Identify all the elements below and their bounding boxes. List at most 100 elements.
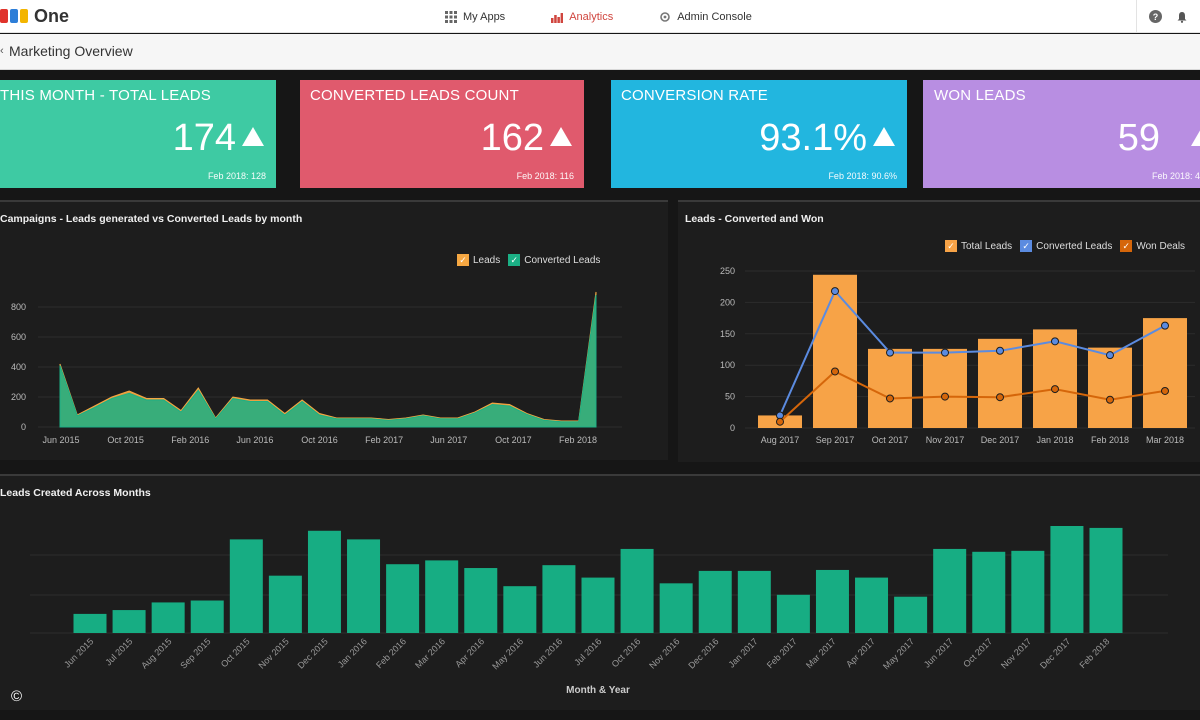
y-tick-label: 0 [730,423,735,433]
grid-icon [445,10,457,23]
kpi-value: 162 [480,117,544,159]
x-tick-label: Jun 2015 [62,636,95,669]
x-tick-label: Jan 2017 [726,636,759,669]
kpi-conversion-rate[interactable]: CONVERSION RATE 93.1% Feb 2018: 90.6% [611,80,907,188]
bar-leads-created [698,570,732,633]
page-title: Marketing Overview [9,43,133,59]
x-tick-label: Jul 2015 [103,636,134,667]
x-tick-label: Apr 2017 [844,636,877,669]
x-tick-label: Jun 2017 [430,435,467,445]
x-tick-label: May 2016 [490,636,525,671]
legend-item-converted-leads[interactable]: ✓ Converted Leads [508,254,600,266]
bar-total-leads [1088,347,1132,428]
bar-total-leads [923,348,967,428]
top-nav: My Apps Analytics Admin Console [445,0,798,33]
bar-leads-created [620,548,654,633]
campaigns-legend: ✓ Leads ✓ Converted Leads [457,254,608,266]
x-tick-label: Mar 2017 [804,636,838,670]
bar-leads-created [425,560,459,633]
up-arrow-icon [873,127,895,146]
panel-divider [0,474,1200,476]
panel-divider [0,200,668,202]
checkbox-icon: ✓ [945,240,957,252]
x-tick-label: Jan 2018 [1036,435,1073,445]
kpi-converted-leads[interactable]: CONVERTED LEADS COUNT 162 Feb 2018: 116 [300,80,584,188]
bar-leads-created [190,600,224,633]
kpi-value: 59 [1117,117,1160,159]
bar-leads-created [815,569,849,633]
nav-my-apps-label: My Apps [463,10,506,23]
point-won-deals [1051,385,1059,394]
bar-leads-created [581,577,615,633]
bar-leads-created [855,577,889,633]
legend-item-converted-leads[interactable]: ✓ Converted Leads [1020,240,1112,252]
kpi-value: 93.1% [759,117,867,159]
legend-item-won-deals[interactable]: ✓ Won Deals [1120,240,1185,252]
legend-label: Leads [473,254,501,266]
panel-title: Leads - Converted and Won [685,213,824,225]
point-converted-leads [831,287,839,296]
kpi-title: THIS MONTH - TOTAL LEADS [0,87,211,104]
legend-label: Converted Leads [524,254,601,266]
x-tick-label: Oct 2016 [610,636,643,669]
bar-total-leads [868,348,912,428]
y-tick-label: 600 [11,332,26,342]
kpi-subtext: Feb 2018: 128 [207,171,266,181]
bar-leads-created [776,594,810,633]
bar-leads-created [386,564,420,633]
point-converted-leads [1106,351,1114,360]
back-chevron-icon[interactable]: ‹ [0,45,4,57]
kpi-subtext: Feb 2018: 45 [1151,171,1200,181]
app-logo[interactable]: One [0,6,69,26]
bar-leads-created [1089,527,1123,633]
bar-leads-created [503,586,537,633]
x-tick-label: Oct 2017 [495,435,532,445]
nav-my-apps[interactable]: My Apps [445,10,506,23]
x-tick-label: Feb 2018 [1077,636,1111,670]
kpi-subtext: Feb 2018: 116 [516,171,574,181]
nav-admin-console[interactable]: Admin Console [659,11,752,23]
panel-divider [678,200,1200,202]
checkbox-icon: ✓ [1020,240,1033,252]
x-tick-label: Feb 2016 [171,435,209,445]
gear-icon [660,11,671,22]
point-converted-leads [941,348,949,357]
point-won-deals [996,393,1004,402]
bar-leads-created [151,602,185,633]
leads-won-combo-chart: 0 50 100 150 200 250 Aug 2017 Sep 2017 Oct 2017 N… [720,266,1195,445]
x-tick-label: Aug 2017 [761,435,800,445]
bell-icon[interactable] [1176,11,1188,23]
kpi-won-leads[interactable]: WON LEADS 59 Feb 2018: 45 [923,80,1200,188]
y-tick-label: 200 [11,392,26,402]
bar-leads-created [933,548,967,633]
bar-leads-created [972,551,1006,633]
x-tick-label: Dec 2015 [296,636,330,670]
point-won-deals [831,367,839,376]
bar-leads-created [659,583,693,633]
x-axis-title: Month & Year [566,685,630,696]
panel-title: Campaigns - Leads generated vs Converted… [0,213,303,225]
x-tick-label: Feb 2018 [1091,435,1129,445]
up-arrow-icon [550,127,572,146]
x-tick-label: Apr 2016 [453,636,486,669]
legend-item-total-leads[interactable]: ✓ Total Leads [945,240,1012,252]
copyright-symbol: © [11,688,23,705]
y-tick-label: 800 [11,302,26,312]
help-icon[interactable]: ? [1149,10,1162,23]
x-tick-label: Nov 2015 [256,636,290,670]
kpi-value: 174 [172,117,236,159]
nav-analytics[interactable]: Analytics [551,11,613,23]
top-bar: One My Apps Analytics Admin Console ? [0,0,1200,33]
x-tick-label: Oct 2017 [872,435,909,445]
logo-mark [0,9,28,23]
bar-leads-created [112,610,146,633]
campaigns-area-chart: 0 200 400 600 800 Jun 2015 Oct 2015 Feb 2016 Jun… [11,291,622,445]
panel-title: Leads Created Across Months [0,487,151,499]
top-right-actions: ? [1136,0,1200,33]
point-won-deals [776,417,784,426]
x-tick-label: Mar 2016 [413,636,447,670]
legend-item-leads[interactable]: ✓ Leads [457,254,500,266]
bar-leads-created [73,613,107,633]
kpi-total-leads[interactable]: THIS MONTH - TOTAL LEADS 174 Feb 2018: 1… [0,80,276,188]
kpi-subtext: Feb 2018: 90.6% [828,171,897,181]
